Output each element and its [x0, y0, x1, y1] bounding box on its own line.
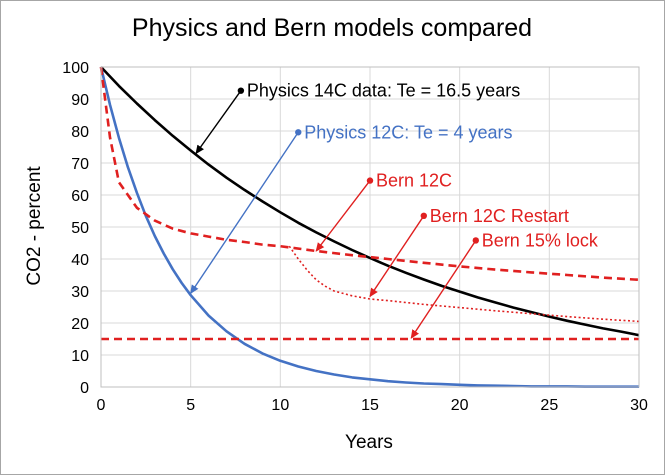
y-tick-label: 30 — [71, 284, 89, 301]
y-tick-label: 0 — [80, 380, 89, 397]
annotation-arrow-4 — [369, 215, 425, 298]
annotation-dot-1 — [237, 87, 245, 94]
x-tick-label: 25 — [540, 397, 558, 414]
series-line-1 — [100, 66, 640, 337]
y-tick-label: 100 — [62, 60, 89, 77]
x-tick-label: 10 — [271, 397, 289, 414]
annotation-label-3: Bern 12C — [376, 171, 452, 191]
x-tick-label: 0 — [97, 397, 106, 414]
x-tick-label: 30 — [630, 397, 648, 414]
y-tick-label: 90 — [71, 92, 89, 109]
annotation-arrow-2 — [190, 131, 299, 295]
annotations: Physics 14C data: Te = 16.5 years Physics… — [190, 81, 599, 339]
y-tick-label: 50 — [71, 220, 89, 237]
y-tick-label: 40 — [71, 252, 89, 269]
annotation-arrow-5 — [410, 240, 477, 339]
y-tick-label: 10 — [71, 348, 89, 365]
x-tick-label: 15 — [361, 397, 379, 414]
annotation-label-4: Bern 12C Restart — [430, 206, 569, 226]
y-tick-label: 80 — [71, 124, 89, 141]
annotation-label-5: Bern 15% lock — [482, 230, 599, 250]
x-axis-label: Years — [345, 432, 393, 453]
series-line-4 — [288, 245, 640, 323]
y-tick-label: 60 — [71, 188, 89, 205]
series-line-2 — [99, 66, 639, 389]
axes: 0 10 20 30 40 50 60 70 80 90 100 0 5 10 15 20 25 30 — [62, 60, 648, 414]
y-tick-label: 70 — [71, 156, 89, 173]
annotation-arrow-3 — [315, 180, 371, 252]
annotation-dot-2 — [295, 129, 302, 136]
annotation-dot-3 — [366, 177, 374, 184]
y-tick-label: 20 — [71, 316, 89, 333]
x-tick-label: 20 — [451, 397, 469, 414]
annotation-arrow-1 — [195, 90, 242, 155]
annotation-dot-5 — [472, 237, 480, 244]
chart-title: Physics and Bern models compared — [132, 14, 532, 42]
annotation-dot-4 — [420, 212, 427, 219]
series-line-3 — [99, 66, 640, 282]
series-group — [99, 66, 640, 389]
x-tick-label: 5 — [186, 397, 195, 414]
plot-area-border — [100, 66, 640, 388]
annotation-label-2: Physics 12C: Te = 4 years — [304, 122, 512, 142]
annotation-label-1: Physics 14C data: Te = 16.5 years — [247, 81, 520, 101]
y-axis-label: CO2 - percent — [24, 166, 45, 286]
